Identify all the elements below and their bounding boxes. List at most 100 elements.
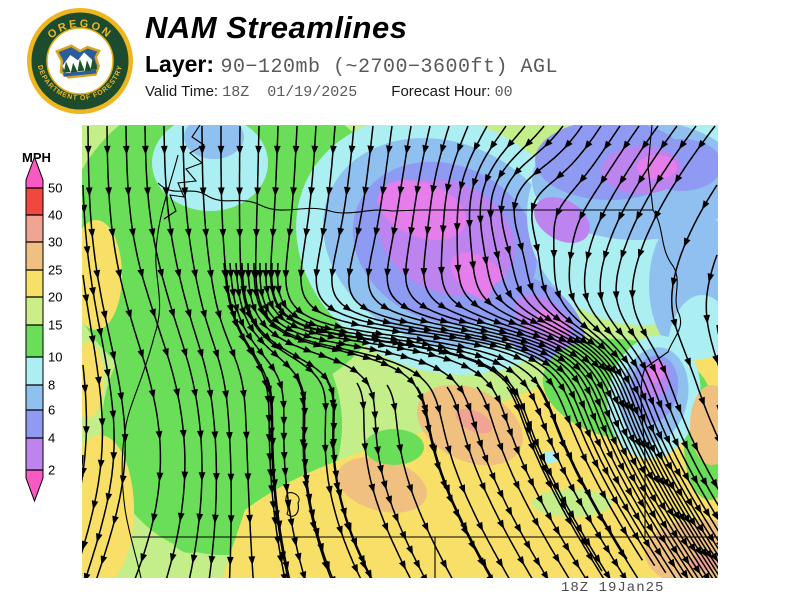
streamline-arrowhead [538,453,546,463]
streamline-arrowhead [181,471,189,481]
streamline-arrowhead [620,249,627,260]
streamline-arrowhead [591,359,600,369]
streamline-arrowhead [648,510,657,520]
streamline-arrowhead [476,317,487,325]
streamline-arrowhead [596,513,604,524]
streamline-arrowhead [347,349,357,356]
streamline [296,378,332,578]
streamline-arrowhead [476,439,483,450]
streamline-arrowhead [244,270,252,280]
streamline-arrowhead [380,302,390,311]
legend-band [25,409,44,439]
streamline-arrowhead [202,228,209,238]
streamline-arrowhead [267,300,274,310]
streamline-arrowhead [184,228,192,238]
streamline-arrowhead [673,468,682,478]
streamline-arrowhead [83,246,91,256]
wind-speed-region [532,489,612,517]
streamline-arrowhead [601,466,609,477]
streamline-arrowhead [100,310,108,320]
streamline-arrowhead [169,553,177,563]
streamline-arrowhead [596,381,604,391]
streamline-arrowhead [710,478,718,489]
streamline-arrowhead [322,403,329,413]
streamline-arrowhead [215,310,222,320]
streamline-arrowhead [710,552,718,562]
streamline-arrowhead [406,545,414,555]
streamline-arrowhead [639,392,647,403]
streamline-arrowhead [426,344,437,352]
streamline-arrowhead [303,228,311,238]
streamline-arrowhead [460,522,468,532]
streamline-arrowhead [274,270,282,280]
streamline-arrowhead [179,145,187,155]
streamline-arrowhead [658,534,667,545]
streamline-arrowhead [564,415,571,425]
streamline-arrowhead [660,140,669,150]
streamline-arrowhead [280,432,288,442]
streamline-arrowhead [501,375,511,384]
streamline-arrowhead [268,363,276,373]
streamline-arrowhead [670,545,679,555]
streamline-arrowhead [292,372,301,383]
streamline-arrowhead [648,444,656,455]
streamline-arrowhead [270,349,280,359]
streamline-arrowhead [583,537,591,548]
streamline-arrowhead [545,479,553,490]
streamline-arrowhead [273,535,281,545]
streamline-arrowhead [385,495,392,506]
streamline-arrowhead [585,552,594,562]
legend-tick-label: 6 [48,403,55,418]
streamline-arrowhead [380,186,387,196]
layer-line: Layer: 90−120mb (~2700−3600ft) AGL [145,51,558,79]
streamline-arrowhead [137,349,144,359]
streamline-arrowhead [421,340,432,347]
streamline-arrowhead [88,335,96,345]
streamline-arrowhead [269,500,277,511]
streamline-arrowhead [269,437,277,447]
streamline-arrowhead [96,533,103,543]
streamline-arrowhead [562,542,570,553]
streamline-arrowhead [279,299,287,310]
streamline [404,125,694,578]
valid-time-value: 18Z 01/19/2025 [222,83,358,101]
streamline-arrowhead [437,301,447,310]
streamline-arrowhead [474,369,484,378]
streamline-arrowhead [575,524,583,534]
streamline-arrowhead [647,424,655,434]
streamline-arrowhead [660,520,668,530]
forecast-hour-value: 00 [494,83,513,101]
streamline-arrowhead [294,552,302,563]
streamline-arrowhead [271,479,278,489]
streamline-arrowhead [226,304,234,314]
streamline-arrowhead [680,569,689,578]
streamline-arrowhead [584,514,593,525]
streamline-arrowhead [272,187,279,197]
legend-band [25,384,44,411]
streamline-arrowhead [505,506,513,517]
streamline-arrowhead [384,268,391,278]
streamline-arrowhead [246,346,254,357]
streamline-arrowhead [579,336,589,345]
streamline-arrowhead [342,303,353,312]
streamline-arrowhead [517,242,524,253]
streamline-arrowhead [327,332,337,340]
streamline-arrowhead [440,144,447,154]
streamline-arrowhead [629,457,637,468]
streamline-arrowhead [627,328,636,338]
streamline-arrowhead [257,288,265,299]
streamline-arrowhead [432,364,443,372]
streamline-arrowhead [423,325,433,333]
streamline-arrowhead [439,317,450,324]
streamline-arrowhead [652,475,660,485]
streamline-arrowhead [420,317,430,324]
streamline-arrowhead [305,365,315,374]
legend-band [25,437,44,471]
streamline-arrowhead [583,575,589,578]
streamline-arrowhead [639,361,647,372]
streamline-arrowhead [558,335,568,343]
streamline-arrowhead [244,473,252,483]
streamline-arrowhead [267,469,274,479]
streamline-arrowhead [583,386,591,396]
